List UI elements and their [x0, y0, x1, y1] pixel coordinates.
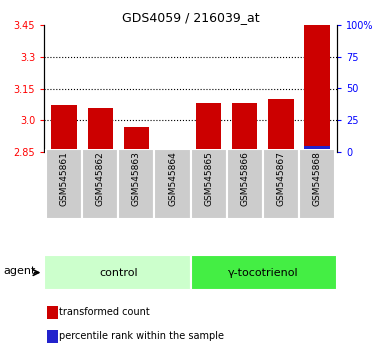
Bar — [82, 149, 118, 219]
Bar — [227, 149, 263, 219]
Text: GSM545862: GSM545862 — [96, 151, 105, 206]
Bar — [268, 150, 293, 152]
Text: GSM545863: GSM545863 — [132, 151, 141, 206]
Text: γ-tocotrienol: γ-tocotrienol — [228, 268, 298, 278]
Text: control: control — [99, 268, 138, 278]
Bar — [305, 25, 330, 152]
Text: GSM545861: GSM545861 — [60, 151, 69, 206]
Bar — [305, 146, 330, 152]
Text: GSM545864: GSM545864 — [168, 151, 177, 206]
Text: GSM545867: GSM545867 — [276, 151, 285, 206]
Text: GSM545866: GSM545866 — [240, 151, 249, 206]
Bar — [88, 108, 113, 152]
Bar — [232, 103, 258, 152]
Bar — [299, 149, 335, 219]
Bar — [232, 150, 258, 152]
Bar — [196, 103, 221, 152]
Bar — [191, 149, 227, 219]
Bar — [47, 306, 59, 319]
Title: GDS4059 / 216039_at: GDS4059 / 216039_at — [122, 11, 259, 24]
Bar — [52, 105, 77, 152]
Bar — [191, 255, 337, 290]
Bar — [47, 330, 59, 343]
Bar — [268, 99, 293, 152]
Text: GSM545868: GSM545868 — [313, 151, 321, 206]
Bar — [160, 150, 185, 152]
Bar — [88, 150, 113, 152]
Bar — [44, 255, 191, 290]
Bar — [118, 149, 154, 219]
Bar — [124, 151, 149, 152]
Bar — [263, 149, 299, 219]
Bar — [52, 150, 77, 152]
Bar — [160, 151, 185, 152]
Bar — [46, 149, 82, 219]
Bar — [124, 127, 149, 152]
Bar — [196, 151, 221, 152]
Text: percentile rank within the sample: percentile rank within the sample — [60, 331, 224, 341]
Text: GSM545865: GSM545865 — [204, 151, 213, 206]
Text: transformed count: transformed count — [60, 307, 150, 317]
Text: agent: agent — [3, 266, 36, 276]
Bar — [154, 149, 191, 219]
